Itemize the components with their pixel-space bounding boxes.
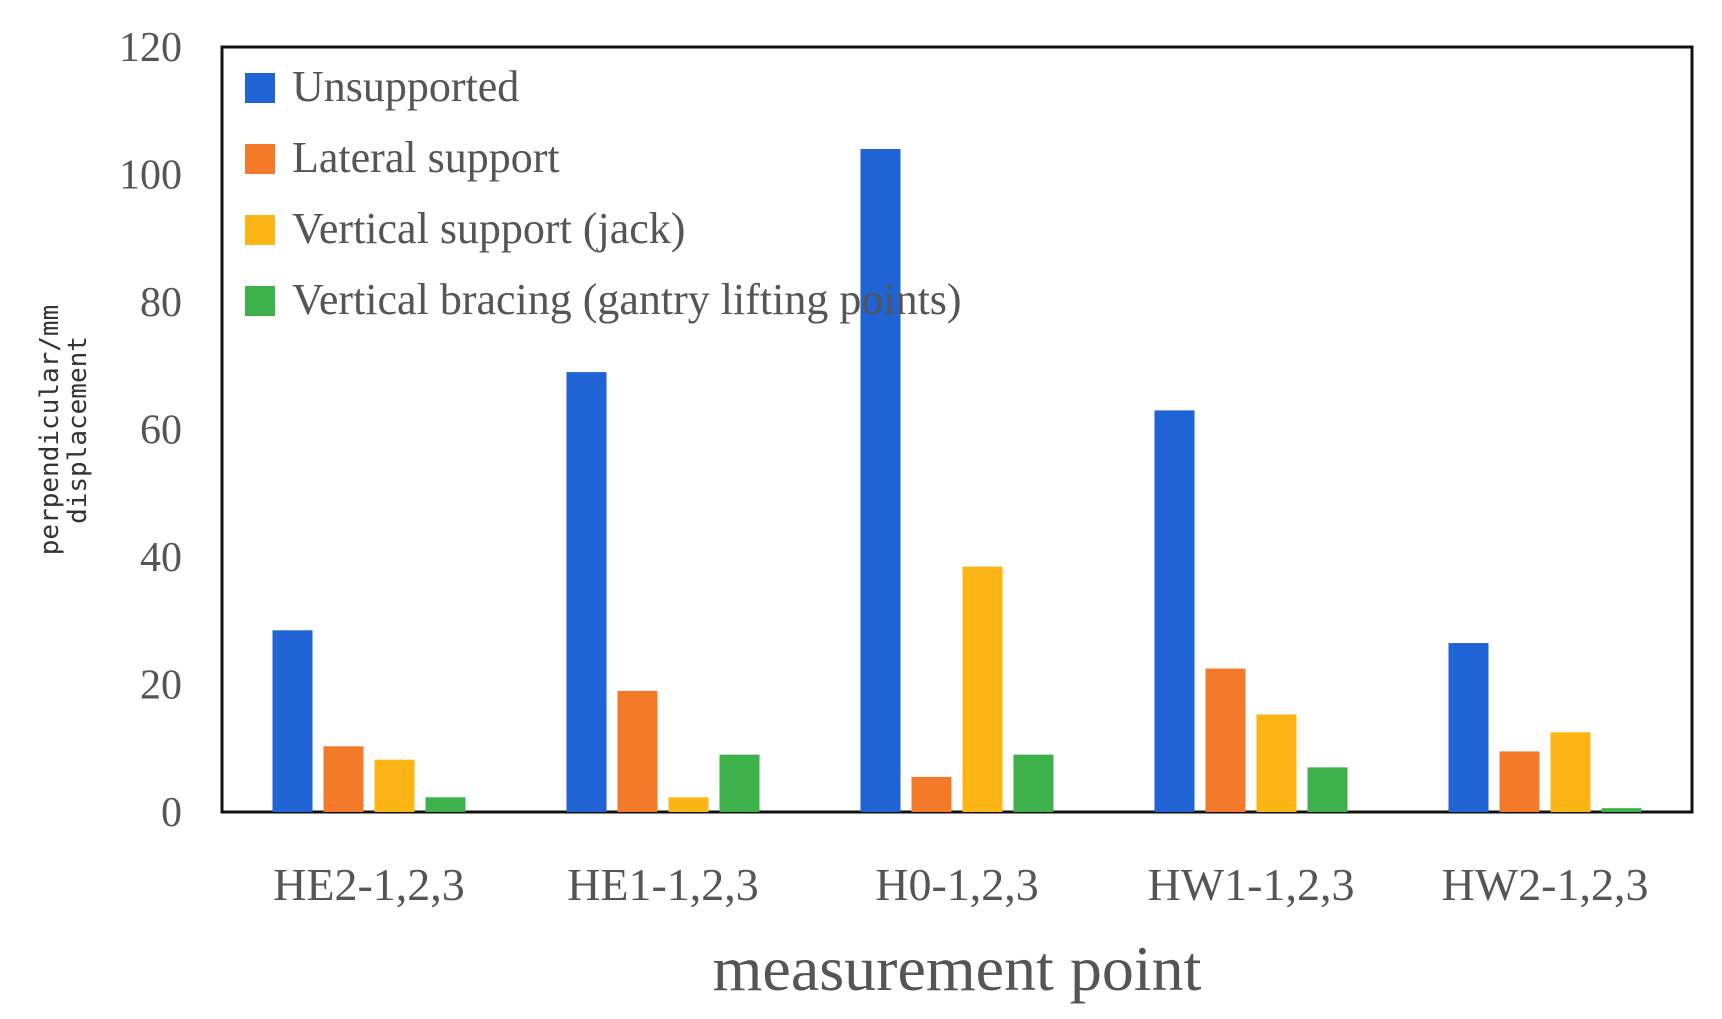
legend-swatch	[245, 144, 275, 174]
bar	[1448, 643, 1489, 812]
bar	[1499, 751, 1540, 812]
y-tick-label: 0	[161, 790, 182, 836]
y-tick-label: 80	[140, 280, 182, 326]
bar	[860, 149, 901, 812]
bar	[911, 776, 952, 812]
bar	[719, 754, 760, 812]
y-axis-title-line-2: displacement	[63, 336, 93, 524]
bar	[962, 566, 1003, 812]
y-axis-title-line-1: perpendicular/mm	[35, 305, 65, 555]
legend-label: Vertical bracing (gantry lifting points)	[292, 275, 962, 324]
legend-swatch	[245, 73, 275, 103]
x-tick-label: HE2-1,2,3	[273, 859, 465, 910]
legend-label: Unsupported	[292, 62, 519, 111]
legend-swatch	[245, 215, 275, 245]
x-axis-title: measurement point	[713, 933, 1202, 1004]
bar	[617, 690, 658, 812]
legend-swatch	[245, 286, 275, 316]
bar	[374, 759, 415, 812]
bar	[1205, 668, 1246, 812]
y-tick-label: 120	[119, 25, 182, 71]
bar	[1154, 410, 1195, 812]
bar	[323, 746, 364, 812]
y-tick-label: 20	[140, 663, 182, 709]
y-tick-label: 60	[140, 408, 182, 454]
x-tick-label: H0-1,2,3	[875, 859, 1039, 910]
x-tick-label: HW2-1,2,3	[1442, 859, 1649, 910]
bar	[272, 630, 313, 812]
legend-label: Lateral support	[292, 133, 560, 182]
y-axis-title: perpendicular/mm displacement	[35, 305, 93, 555]
bar	[1256, 714, 1297, 812]
bar	[1601, 808, 1642, 812]
legend-label: Vertical support (jack)	[292, 204, 685, 253]
bars-group	[272, 149, 1642, 812]
y-tick-label: 100	[119, 153, 182, 199]
bar	[668, 797, 709, 812]
bar	[425, 797, 466, 812]
x-axis-ticks: HE2-1,2,3 HE1-1,2,3 H0-1,2,3 HW1-1,2,3 HW2-1…	[273, 859, 1648, 910]
bar	[1307, 767, 1348, 812]
y-tick-label: 40	[140, 535, 182, 581]
x-tick-label: HE1-1,2,3	[567, 859, 759, 910]
plot-area-frame	[220, 45, 1694, 814]
bar	[1550, 732, 1591, 812]
y-axis-ticks: 0 20 40 60 80 100 120	[119, 25, 182, 836]
legend: Unsupported Lateral support Vertical suppo…	[245, 62, 962, 324]
bar	[1013, 754, 1054, 812]
bar	[566, 372, 607, 812]
x-tick-label: HW1-1,2,3	[1148, 859, 1355, 910]
